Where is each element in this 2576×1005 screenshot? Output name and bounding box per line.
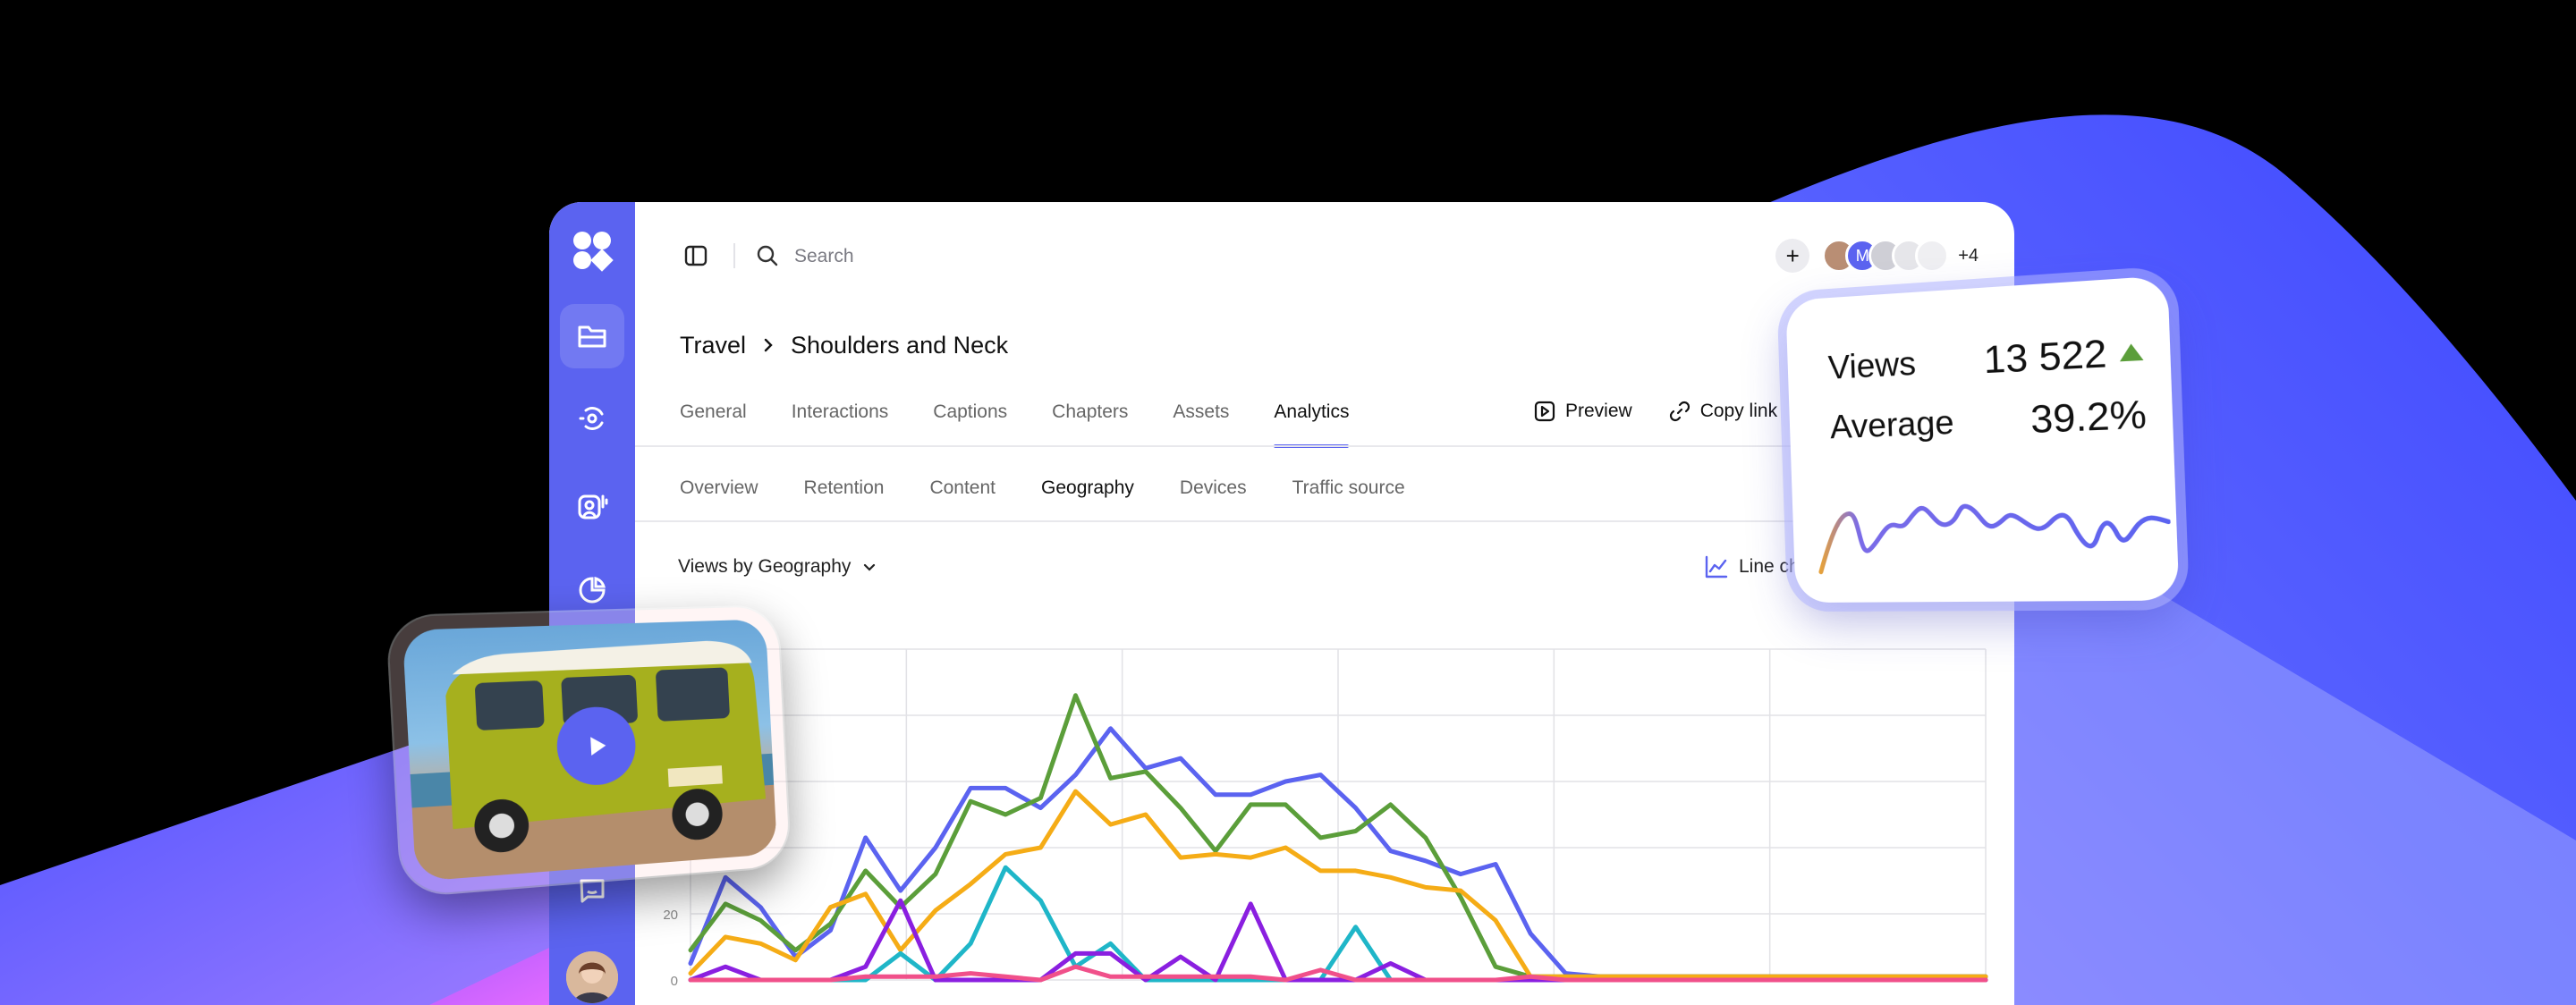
collaborator-avatar[interactable]: [1915, 239, 1949, 273]
breadcrumb-parent[interactable]: Travel: [680, 332, 746, 359]
link-icon: [1668, 400, 1691, 423]
views-stat: Views 13 522: [1827, 329, 2145, 390]
tab-assets[interactable]: Assets: [1173, 394, 1229, 448]
play-square-icon: [1533, 400, 1556, 423]
subtab-devices[interactable]: Devices: [1180, 461, 1247, 515]
video-frame: [402, 619, 777, 882]
topbar-divider: [733, 243, 735, 268]
nav-rail: [549, 202, 635, 1005]
search-icon: [755, 243, 780, 268]
line-chart-icon: [1703, 553, 1730, 580]
views-sparkline: [1812, 468, 2172, 578]
average-value: 39.2%: [2029, 392, 2147, 442]
subtab-content[interactable]: Content: [929, 461, 996, 515]
tab-captions[interactable]: Captions: [933, 394, 1007, 448]
rail-item-live[interactable]: [560, 386, 624, 451]
y-tick-label: 0: [671, 974, 678, 989]
average-label: Average: [1829, 403, 1954, 446]
avatar-portrait-icon: [566, 951, 618, 1003]
add-collaborator-button[interactable]: +: [1775, 239, 1809, 273]
rail-item-library[interactable]: [560, 304, 624, 368]
subtab-traffic-source[interactable]: Traffic source: [1292, 461, 1405, 515]
plus-icon: +: [1786, 244, 1800, 267]
breadcrumb-current: Shoulders and Neck: [791, 332, 1008, 359]
preview-label: Preview: [1565, 401, 1632, 422]
breadcrumb: Travel Shoulders and Neck: [680, 327, 1008, 363]
tab-chapters[interactable]: Chapters: [1052, 394, 1128, 448]
stats-card: Views 13 522 Average 39.2%: [1785, 275, 2179, 603]
user-avatar[interactable]: [566, 951, 618, 1003]
user-audio-icon: [575, 489, 609, 523]
rail-item-audience[interactable]: [560, 474, 624, 538]
views-label: Views: [1827, 344, 1917, 387]
top-bar: + M +4: [635, 202, 2014, 306]
views-select[interactable]: Views by Geography: [678, 549, 879, 585]
copy-link-button[interactable]: Copy link: [1668, 393, 1777, 429]
main-tabs: General Interactions Captions Chapters A…: [680, 394, 1394, 448]
play-icon: [581, 731, 611, 761]
copy-link-label: Copy link: [1700, 401, 1777, 422]
folder-icon: [575, 319, 609, 353]
subtab-retention[interactable]: Retention: [804, 461, 885, 515]
broadcast-icon: [575, 401, 609, 435]
chevron-down-icon: [860, 557, 879, 577]
trend-up-icon: [2118, 342, 2145, 364]
preview-button[interactable]: Preview: [1533, 393, 1632, 429]
sidebar-toggle-icon[interactable]: [683, 243, 708, 268]
header-actions: Preview Copy link: [1533, 393, 1813, 429]
pie-icon: [575, 573, 609, 607]
views-value: 13 522: [1983, 329, 2145, 383]
analytics-subtabs: Overview Retention Content Geography Dev…: [680, 461, 1451, 515]
collaborators-more-count[interactable]: +4: [1958, 246, 1979, 266]
y-tick-label: 20: [663, 908, 678, 923]
average-stat: Average 39.2%: [1829, 392, 2147, 449]
subtab-geography[interactable]: Geography: [1041, 461, 1134, 515]
views-number: 13 522: [1983, 331, 2107, 383]
collaborators: + M +4: [1775, 236, 1979, 275]
chevron-right-icon: [758, 335, 778, 355]
tab-analytics[interactable]: Analytics: [1274, 394, 1349, 448]
subtab-overview[interactable]: Overview: [680, 461, 758, 515]
video-thumbnail-card[interactable]: [387, 606, 790, 896]
tab-general[interactable]: General: [680, 394, 747, 448]
views-line-chart: 0 20: [635, 595, 2014, 1005]
tab-interactions[interactable]: Interactions: [792, 394, 889, 448]
search-input[interactable]: [792, 238, 1172, 275]
app-logo-icon[interactable]: [571, 229, 614, 272]
views-select-value: Views by Geography: [678, 556, 851, 578]
